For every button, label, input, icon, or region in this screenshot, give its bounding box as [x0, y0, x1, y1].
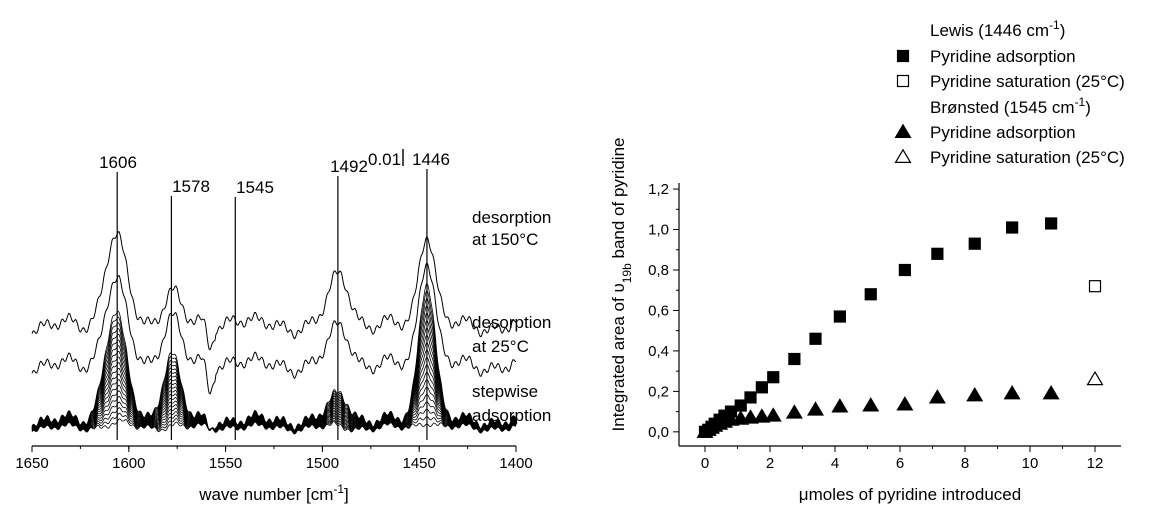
- x-tick-label-1500: 1500: [306, 455, 339, 472]
- spectrum-label-2-1: adsorption: [472, 406, 551, 425]
- data-point-square-filled: [767, 371, 780, 384]
- spectrum-desorption-25: [31, 261, 517, 395]
- data-point-triangle-filled: [807, 401, 824, 416]
- data-point-triangle-filled: [753, 408, 771, 423]
- x-tick-label-1600: 1600: [112, 455, 145, 472]
- peak-label-1578: 1578: [172, 177, 210, 196]
- data-point-square-filled: [755, 381, 768, 394]
- data-point-square-filled: [1045, 217, 1058, 230]
- y-tick-label: 1,2: [648, 181, 669, 198]
- data-point-triangle-filled: [831, 398, 849, 413]
- peak-label-1545: 1545: [236, 178, 274, 197]
- data-point-square-filled: [898, 263, 911, 277]
- x-axis-label: wave number [cm-1]: [198, 482, 349, 504]
- x-tick-label: 12: [1087, 455, 1104, 472]
- y-tick-label: 0,0: [648, 424, 669, 441]
- spectrum-label-1-0: desorption: [472, 313, 551, 332]
- y-tick-label: 1,0: [648, 222, 669, 239]
- data-point-square-filled: [864, 288, 877, 301]
- integrated-area-scatter-panel: 0,0 0,2 0,4 0,6 0,8 1,0 1,2 0 2 4 6 8 10 12 μmoles of …: [609, 18, 1125, 504]
- y-tick-label: 0,4: [648, 343, 669, 360]
- data-point-square-filled: [788, 352, 801, 366]
- x-tick-label: 6: [896, 455, 904, 472]
- data-point-triangle-filled: [862, 397, 880, 412]
- data-point-square-filled: [744, 391, 757, 404]
- data-point-triangle-filled: [742, 409, 759, 424]
- scale-bar-label: 0.01: [368, 150, 401, 169]
- spectrum-label-0-1: at 150°C: [472, 230, 538, 249]
- x-tick-label-1400: 1400: [499, 455, 532, 472]
- data-point-square-filled: [1006, 221, 1019, 234]
- data-point-square-filled: [833, 310, 846, 323]
- data-point-triangle-filled: [1003, 385, 1021, 400]
- spectrum-label-1-1: at 25°C: [472, 337, 529, 356]
- peak-label-1446: 1446: [412, 150, 450, 169]
- x-tick-label: 4: [831, 455, 839, 472]
- peak-label-1606: 1606: [99, 153, 137, 172]
- data-point-triangle-filled: [764, 407, 782, 422]
- data-point-square-filled: [809, 332, 822, 345]
- data-point-square-filled: [931, 247, 944, 260]
- y-tick-label: 0,2: [648, 383, 669, 400]
- y-tick-label: 0,6: [648, 302, 669, 319]
- data-point-triangle-filled: [785, 404, 803, 419]
- x-tick-label: 8: [961, 455, 969, 472]
- data-point-triangle-filled: [928, 389, 946, 404]
- ir-spectra-panel: 1606 1578 1545 1492 1446 0.01 desorption at 150…: [15, 149, 551, 504]
- x-tick-label-1650: 1650: [15, 455, 48, 472]
- legend-label: Pyridine saturation (25°C): [930, 148, 1125, 167]
- data-point-triangle-filled: [896, 396, 914, 411]
- x-tick-label: 2: [766, 455, 774, 472]
- legend-marker-square-filled: [896, 49, 910, 63]
- legend-header: Brønsted (1545 cm-1): [930, 95, 1091, 117]
- x-tick-label: 0: [701, 455, 709, 472]
- data-point-square-open: [1088, 280, 1102, 293]
- legend-marker-square-open: [896, 74, 910, 88]
- spectrum-adsorption-step: [31, 282, 517, 431]
- legend-label: Pyridine adsorption: [930, 123, 1076, 142]
- spectrum-label-0-0: desorption: [472, 208, 551, 227]
- data-point-triangle-filled: [1042, 385, 1060, 400]
- x-tick-label-1550: 1550: [209, 455, 242, 472]
- legend-label: Pyridine saturation (25°C): [930, 72, 1125, 91]
- data-point-triangle-open: [1086, 370, 1104, 386]
- legend-marker-triangle-open: [894, 148, 912, 163]
- spectrum-desorption-150: [31, 231, 517, 351]
- spectrum-label-2-0: stepwise: [472, 382, 538, 401]
- x-tick-label-1450: 1450: [403, 455, 436, 472]
- legend-header: Lewis (1446 cm-1): [930, 18, 1065, 40]
- y-tick-label: 0,8: [648, 262, 669, 279]
- legend-label: Pyridine adsorption: [930, 47, 1076, 66]
- x-axis-label: μmoles of pyridine introduced: [799, 485, 1021, 504]
- peak-label-1492: 1492: [330, 157, 368, 176]
- y-axis-label: Integrated area of υ19b band of pyridine: [609, 138, 634, 432]
- data-point-triangle-filled: [966, 387, 984, 402]
- x-tick-label: 10: [1022, 455, 1039, 472]
- legend: Lewis (1446 cm-1) Pyridine adsorption Pyri…: [894, 18, 1125, 167]
- data-point-square-filled: [968, 237, 981, 250]
- legend-marker-triangle-filled: [894, 123, 912, 138]
